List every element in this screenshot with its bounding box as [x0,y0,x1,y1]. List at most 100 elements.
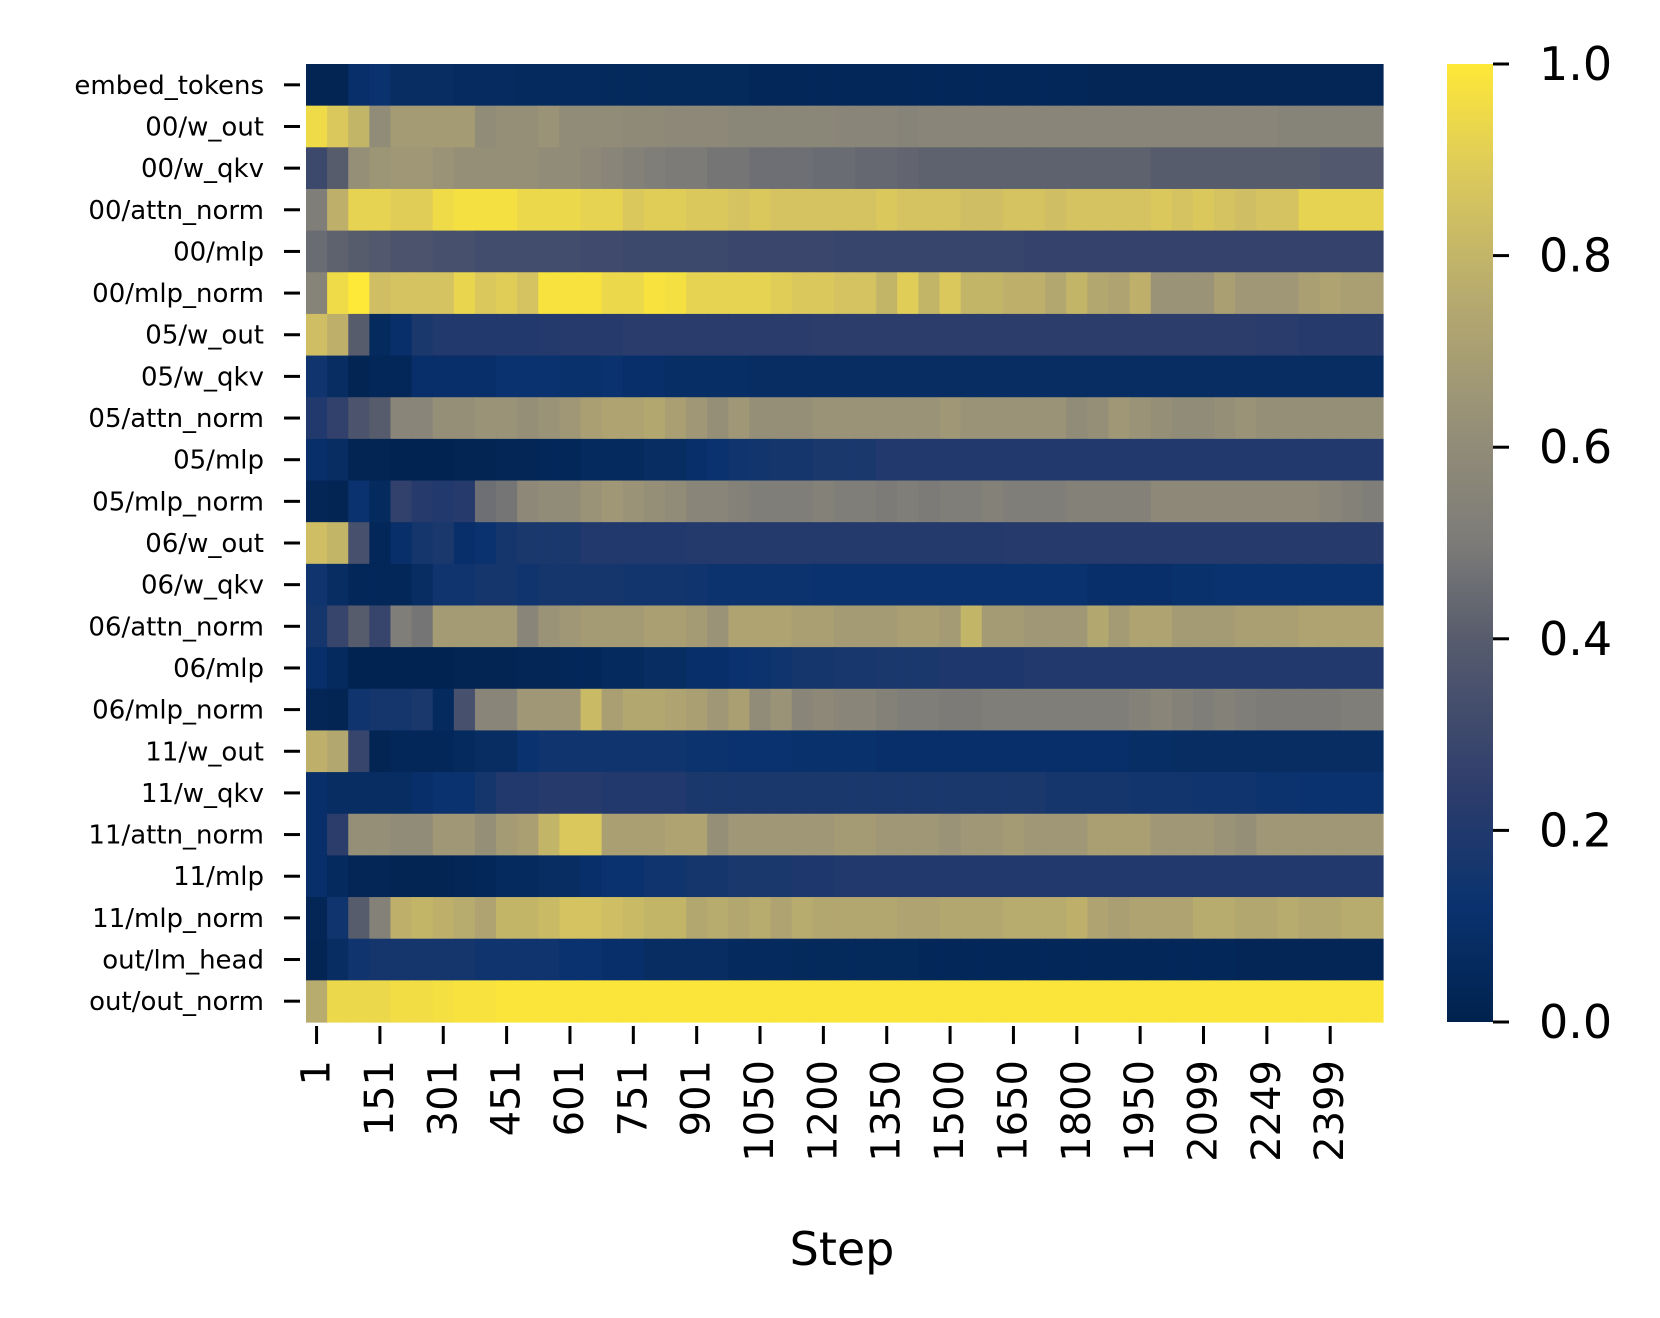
heatmap-cell [327,522,349,565]
heatmap-cell [390,272,413,315]
heatmap-cell [918,605,941,648]
heatmap-cell [559,647,582,690]
heatmap-cell [812,397,835,440]
heatmap-cell [580,730,603,773]
heatmap-cell [411,813,434,856]
heatmap-cell [876,397,898,440]
heatmap-cell [474,730,497,773]
heatmap-cell [686,605,708,648]
heatmap-cell [390,64,413,107]
heatmap-cell [327,272,349,315]
heatmap-cell [686,105,708,148]
heatmap-cell [728,230,751,273]
heatmap-cell [918,522,941,565]
heatmap-cell [1256,522,1279,565]
heatmap-cell [517,480,539,523]
heatmap-cell [791,813,814,856]
heatmap-cell [939,313,962,357]
heatmap-cell [453,855,476,898]
heatmap-cell [833,647,856,690]
heatmap-cell [580,938,603,981]
heatmap-cell [1192,688,1215,732]
heatmap-cell [855,855,877,898]
heatmap-cell [665,397,687,440]
heatmap-cell [728,980,751,1023]
heatmap-cell [665,105,687,148]
heatmap-cell [791,772,814,815]
heatmap-cell [601,438,624,482]
heatmap-cell [791,855,814,898]
heatmap-cell [1108,563,1131,607]
heatmap-cell [707,772,729,815]
heatmap-cell [791,480,814,523]
heatmap-cell [791,897,814,940]
heatmap-cell [707,230,729,273]
heatmap-cell [1002,64,1025,107]
heatmap-cell [770,355,793,398]
heatmap-cell [939,64,962,107]
heatmap-cell [432,480,455,523]
heatmap-cell [1150,147,1173,190]
heatmap-cell [791,522,814,565]
heatmap-cell [1277,772,1300,815]
heatmap-cell [1192,980,1215,1023]
heatmap-cell [1214,438,1236,482]
heatmap-cell [1087,397,1110,440]
heatmap-cell [643,230,666,273]
heatmap-cell [1045,938,1067,981]
heatmap-cell [855,647,877,690]
heatmap-cell [791,397,814,440]
heatmap-cell [538,230,561,273]
heatmap-cell [1192,897,1215,940]
heatmap-cell [918,980,941,1023]
heatmap-cell [517,397,539,440]
heatmap-cell [1066,813,1088,856]
row-label: 05/mlp [173,446,264,476]
heatmap-cell [622,480,645,523]
heatmap-cell [411,397,434,440]
heatmap-cell [812,480,835,523]
heatmap-cell [559,938,582,981]
heatmap-cell [643,105,666,148]
heatmap-cell [390,897,413,940]
heatmap-cell [1087,522,1110,565]
heatmap-cell [1319,147,1342,190]
heatmap-cell [728,730,751,773]
heatmap-cell [453,64,476,107]
heatmap-cell [327,980,349,1023]
heatmap-cell [622,522,645,565]
heatmap-cell [1298,147,1321,190]
heatmap-cell [474,813,497,856]
heatmap-cell [728,64,751,107]
heatmap-cell [1319,688,1342,732]
heatmap-cell [1087,938,1110,981]
heatmap-cell [306,563,328,607]
heatmap-cell [1171,355,1194,398]
heatmap-cell [728,688,751,732]
heatmap-cell [1171,688,1194,732]
heatmap-cell [643,772,666,815]
heatmap-cell [1129,980,1152,1023]
row-label: 11/mlp_norm [92,904,264,934]
heatmap-cell [749,563,772,607]
heatmap-cell [1024,897,1046,940]
heatmap-cell [791,730,814,773]
heatmap-cell [622,647,645,690]
heatmap-cell [453,522,476,565]
heatmap-cell [1045,64,1067,107]
heatmap-cell [1319,272,1342,315]
heatmap-cell [1277,272,1300,315]
heatmap-cell [622,605,645,648]
heatmap-cell [812,355,835,398]
heatmap-cell [939,688,962,732]
heatmap-cell [1066,64,1088,107]
heatmap-cell [559,480,582,523]
heatmap-cell [1002,730,1025,773]
heatmap-cell [1066,522,1088,565]
heatmap-cell [559,772,582,815]
heatmap-cell [1171,647,1194,690]
heatmap-cell [707,688,729,732]
heatmap-cell [855,230,877,273]
heatmap-cell [390,980,413,1023]
heatmap-cell [939,563,962,607]
